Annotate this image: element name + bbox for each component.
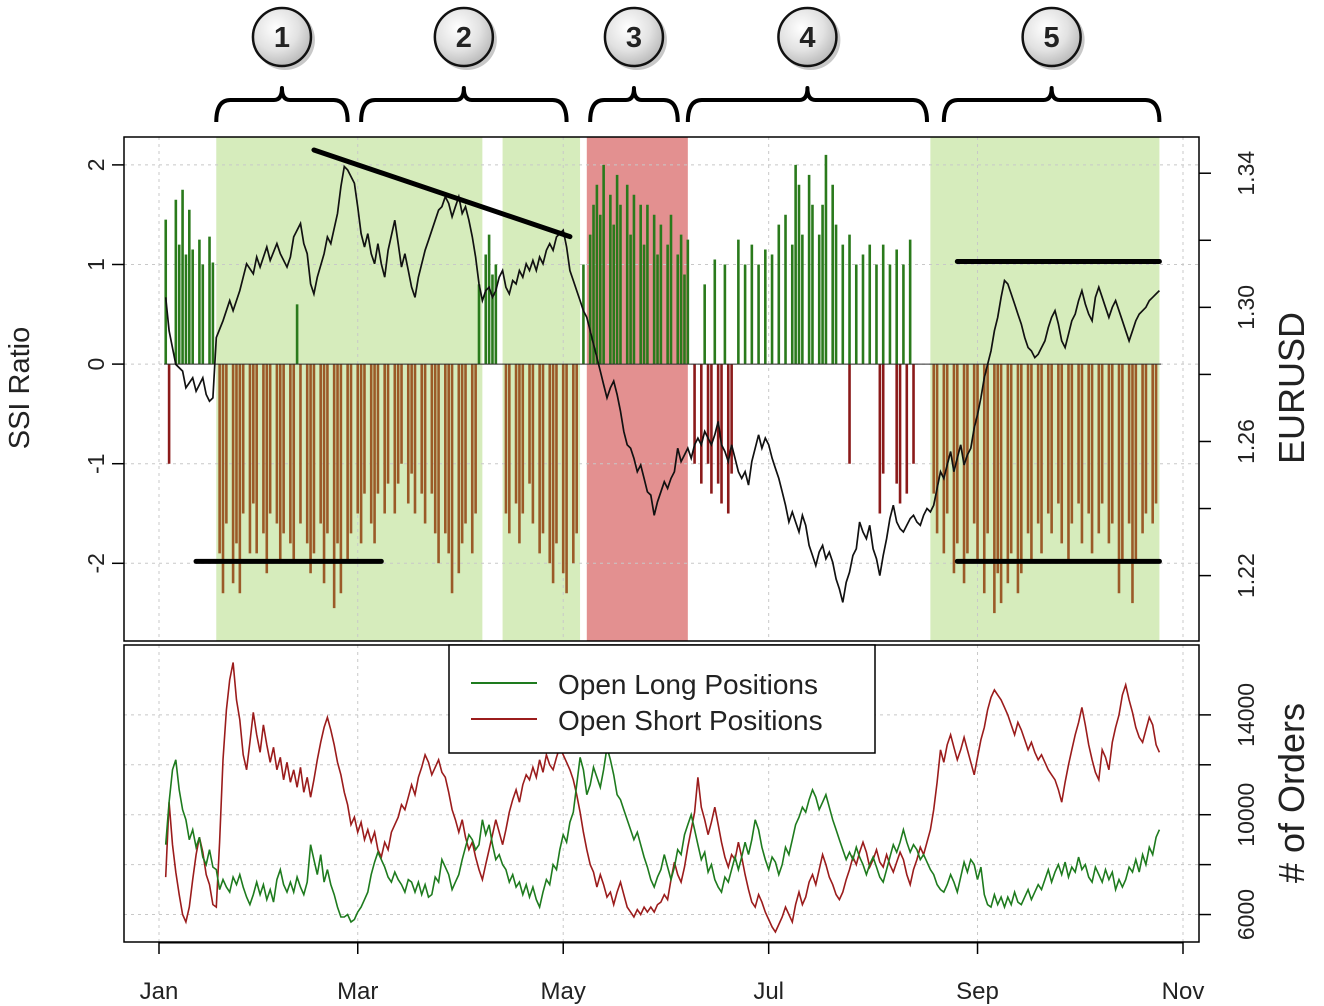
phase-bracket-1	[214, 86, 350, 123]
open-long-positions-line	[164, 747, 1161, 924]
phase-bracket-5	[941, 86, 1162, 123]
x-tick-label-Mar: Mar	[337, 978, 378, 1005]
phase-bracket-2	[359, 86, 569, 123]
phase-badge-5	[1021, 6, 1082, 68]
eurusd-tick-label: 1.22	[1233, 553, 1259, 598]
trend-line-1	[311, 147, 573, 240]
ssi-tick-label: 1	[83, 258, 109, 271]
ssi-bars	[164, 154, 1162, 614]
phase-badge-4	[777, 6, 838, 68]
orders-tick-label: 10000	[1233, 783, 1259, 847]
legend-box	[448, 644, 876, 754]
upper-panel-frame	[123, 136, 1200, 642]
phase-badge-label-1: 1	[274, 22, 290, 54]
x-tick-label-May: May	[541, 978, 586, 1005]
eurusd-price-line	[164, 164, 1161, 603]
phase-badge-label-3: 3	[626, 22, 642, 54]
shaded-region-3	[586, 137, 688, 641]
ssi-tick-label: -2	[83, 553, 109, 573]
right-axis-label-orders: # of Orders	[1271, 703, 1312, 883]
legend: Open Long Positions Open Short Positions	[448, 644, 876, 754]
left-axis-label: SSI Ratio	[4, 327, 36, 450]
ssi-tick-label: -1	[83, 453, 109, 473]
eurusd-price-line-group	[164, 164, 1161, 603]
orders-tick-label: 14000	[1233, 683, 1259, 747]
phase-markers: 1 2 3 4 5	[214, 6, 1162, 123]
phase-badge-2	[433, 6, 495, 68]
eurusd-tick-label: 1.26	[1233, 419, 1259, 464]
axes: Jan Mar May Jul Sep Nov 2 1 0 -1 -2 1.34 1.30 1.26 1.2…	[83, 151, 1259, 1005]
x-tick-label-Sep: Sep	[956, 978, 999, 1005]
x-tick-label-Jul: Jul	[753, 978, 784, 1005]
phase-badge-label-4: 4	[799, 22, 815, 54]
trend-lines	[193, 147, 1162, 564]
x-tick-label-Nov: Nov	[1162, 978, 1205, 1005]
eurusd-tick-label: 1.34	[1233, 151, 1259, 196]
ssi-tick-label: 0	[83, 358, 109, 371]
ssi-tick-label: 2	[83, 158, 109, 171]
eurusd-tick-label: 1.30	[1233, 285, 1259, 330]
open-short-positions-line	[164, 662, 1161, 934]
phase-bracket-4	[685, 86, 929, 123]
lower-grid	[124, 645, 1199, 942]
legend-long-label: Open Long Positions	[558, 669, 818, 700]
phase-badge-label-5: 5	[1044, 22, 1060, 54]
shaded-region-2	[502, 137, 581, 641]
right-axis-label-eurusd: EURUSD	[1271, 312, 1312, 464]
x-tick-label-Jan: Jan	[140, 978, 179, 1005]
phase-badge-label-2: 2	[456, 22, 472, 54]
orders-lines	[164, 662, 1161, 934]
legend-short-label: Open Short Positions	[558, 705, 823, 736]
phase-bracket-3	[588, 86, 680, 123]
orders-tick-label: 6000	[1233, 889, 1259, 940]
phase-badge-3	[603, 6, 665, 68]
phase-badge-1	[251, 6, 313, 68]
